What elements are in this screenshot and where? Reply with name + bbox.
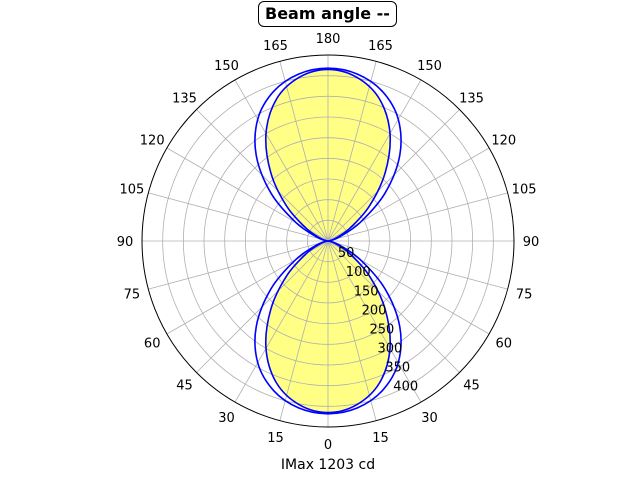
angular-gridline <box>327 61 377 242</box>
angular-gridline <box>279 61 329 242</box>
radial-tick-label: 50 <box>338 246 355 261</box>
angular-gridline <box>327 147 490 242</box>
radial-tick-label: 400 <box>393 380 418 395</box>
angle-tick-label: 75 <box>124 288 141 303</box>
x-axis-label: IMax 1203 cd <box>280 457 376 473</box>
angular-gridline <box>327 240 508 290</box>
angle-tick-label: 180 <box>316 32 341 47</box>
angular-gridline <box>279 240 329 421</box>
radial-tick-label: 200 <box>362 303 387 318</box>
angle-tick-label: 165 <box>263 39 288 54</box>
angle-tick-label: 15 <box>267 431 284 446</box>
label-layer: 0 15 30 45 60 75 90 105 120 135 150 165 180 165 150 135… <box>117 32 540 453</box>
angle-tick-label: 60 <box>144 337 161 352</box>
angular-gridline <box>234 240 329 403</box>
angular-gridline <box>234 79 329 242</box>
angle-tick-label: 0 <box>324 438 332 453</box>
angle-tick-label: 30 <box>218 411 235 426</box>
series-line-1 <box>254 67 402 415</box>
angular-gridline <box>166 147 329 242</box>
angle-tick-label: 150 <box>417 59 442 74</box>
angular-gridline <box>148 240 329 290</box>
angular-gridline <box>148 192 329 242</box>
angle-tick-label: 120 <box>140 134 165 149</box>
angle-tick-label: 90 <box>523 235 540 250</box>
radial-tick-label: 300 <box>378 342 403 357</box>
angle-tick-label: 120 <box>491 134 516 149</box>
angle-tick-label: 90 <box>117 235 134 250</box>
angle-tick-label: 15 <box>372 431 389 446</box>
frame-layer <box>141 54 515 428</box>
radial-tick-label: 250 <box>370 323 395 338</box>
angle-tick-label: 165 <box>368 39 393 54</box>
angle-tick-label: 105 <box>512 183 537 198</box>
angular-gridline <box>327 240 422 403</box>
angle-tick-label: 150 <box>214 59 239 74</box>
polar-frame <box>141 54 515 428</box>
angle-tick-label: 105 <box>119 183 144 198</box>
angular-gridline <box>327 240 377 421</box>
angle-tick-label: 60 <box>496 337 513 352</box>
angle-tick-label: 45 <box>176 379 193 394</box>
angle-tick-label: 30 <box>421 411 438 426</box>
angular-gridline <box>327 192 508 242</box>
angular-gridline <box>327 79 422 242</box>
radial-tick-label: 150 <box>354 284 379 299</box>
angular-gridline <box>327 240 490 335</box>
angle-tick-label: 135 <box>172 92 197 107</box>
angle-tick-label: 135 <box>459 92 484 107</box>
radial-tick-label: 350 <box>385 361 410 376</box>
angular-gridline <box>166 240 329 335</box>
radial-tick-label: 100 <box>346 265 371 280</box>
angle-tick-label: 45 <box>463 379 480 394</box>
chart-title: Beam angle -- <box>258 1 397 27</box>
angle-tick-label: 75 <box>516 288 533 303</box>
curve-layer <box>254 67 402 415</box>
grid-layer <box>142 55 514 427</box>
